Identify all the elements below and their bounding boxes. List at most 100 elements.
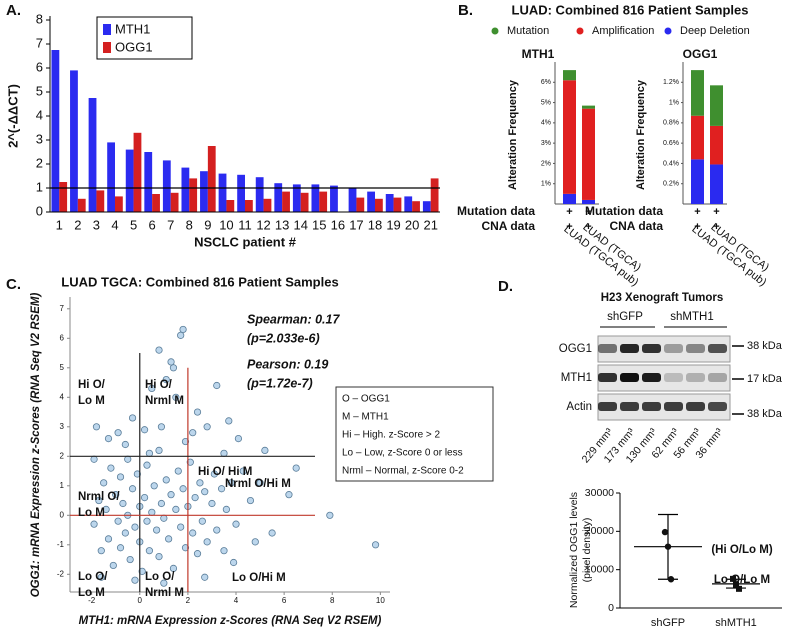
scatter-point [174, 467, 182, 475]
x-tick-label: -2 [88, 596, 96, 605]
blot-band [642, 402, 661, 411]
blot-band [620, 373, 639, 382]
bar [404, 196, 413, 212]
scatter-point [133, 470, 141, 478]
scatter-point [179, 325, 187, 334]
y-tick-label: 3 [60, 422, 65, 431]
bar [170, 192, 179, 212]
blot-band [642, 344, 661, 353]
data-point [667, 576, 675, 583]
scatter-point [107, 464, 115, 472]
row-label: Actin [566, 401, 592, 413]
scatter-point [230, 558, 238, 567]
y-tick-label: 10000 [585, 563, 614, 575]
x-tick-label: 13 [275, 217, 289, 232]
y-tick-label: 1 [60, 481, 65, 490]
y-tick-label: 0 [608, 602, 614, 614]
bar [207, 146, 216, 212]
y-tick-label: 2 [36, 155, 43, 170]
scatter-point [196, 479, 204, 487]
data-point [664, 543, 672, 550]
y-tick-label: 0.8% [663, 120, 679, 127]
scatter-point [92, 423, 101, 431]
blot-band [664, 373, 683, 382]
y-tick-label: 1% [541, 181, 551, 188]
scatter-point [167, 491, 175, 499]
scatter-point [225, 417, 233, 425]
x-tick-label: 9 [204, 217, 211, 232]
region-label: Lo M [78, 507, 105, 519]
scatter-point [193, 408, 202, 416]
y-axis-label: OGG1: mRNA Expression z-Scores (RNA Seq … [30, 293, 42, 598]
scatter-point [143, 517, 151, 525]
scatter-point [208, 499, 216, 508]
panel-label: D. [498, 278, 513, 295]
x-tick-label: 0 [138, 596, 143, 605]
y-tick-label: 5% [541, 99, 551, 106]
scatter-point [95, 496, 103, 505]
stat-label: (p=1.72e-7) [247, 376, 313, 390]
y-tick-label: 6 [60, 333, 65, 342]
region-label: Lo O/ [78, 571, 108, 583]
bar [245, 200, 253, 212]
y-tick-label: 0.2% [663, 181, 679, 188]
x-tick-label: 8 [186, 217, 193, 232]
scatter-point [198, 517, 206, 525]
legend-label: Deep Deletion [680, 25, 750, 37]
bar-segment [582, 108, 595, 200]
row-label: CNA data [609, 219, 663, 233]
x-tick-label: 6 [149, 217, 156, 232]
scatter-point [203, 423, 211, 431]
row-mark: + [566, 221, 572, 233]
x-axis-label: MTH1: mRNA Expression z-Scores (RNA Seq … [79, 615, 382, 627]
scatter-point [104, 434, 113, 443]
y-axis-label: Normalized OGG1 levels [568, 492, 580, 608]
bar-segment [710, 125, 723, 165]
scatter-point [114, 429, 122, 437]
scatter-point [169, 364, 178, 372]
bar [144, 152, 153, 212]
y-tick-label: 1% [669, 99, 679, 106]
scatter-point [160, 579, 168, 587]
scatter-point [201, 488, 209, 496]
scatter-point [292, 464, 300, 472]
scatter-point [160, 514, 168, 522]
scatter-point [124, 455, 132, 463]
scatter-point [138, 567, 146, 575]
x-tick-label: 5 [130, 217, 137, 232]
x-tick-label: 11 [238, 217, 252, 232]
blot-band [686, 344, 705, 353]
scatter-point [220, 547, 228, 555]
stat-label: (p=2.033e-6) [247, 331, 320, 345]
region-label: Nrml M [145, 395, 184, 407]
bar [319, 191, 328, 212]
key-box [335, 386, 494, 482]
scatter-point [181, 544, 190, 552]
y-tick-label: 6% [541, 79, 551, 86]
blot-band [598, 344, 617, 353]
bar [115, 196, 123, 212]
legend-label: Amplification [592, 25, 654, 37]
scatter-point [90, 455, 98, 463]
scatter-point [155, 552, 163, 561]
bar [274, 183, 283, 212]
scatter-point [131, 576, 139, 584]
bar [356, 197, 365, 212]
y-tick-label: 3 [36, 131, 43, 146]
y-tick-label: 7 [60, 304, 65, 313]
y-axis-label: Alteration Frequency [635, 79, 647, 190]
y-tick-label: -2 [57, 569, 65, 578]
scatter-point [191, 493, 199, 502]
bar [107, 142, 115, 212]
scatter-point [227, 479, 235, 487]
scatter-point [162, 476, 170, 484]
x-tick-label: 2 [74, 217, 81, 232]
chart-title: LUAD TGCA: Combined 816 Patient Samples [61, 274, 338, 289]
x-tick-label: 7 [167, 217, 174, 232]
scatter-point [179, 485, 187, 493]
stat-label: Spearman: 0.17 [247, 312, 340, 326]
key-label: Hi – High. z-Score > 2 [342, 430, 441, 441]
scatter-point [268, 529, 276, 537]
bar [162, 160, 171, 212]
bar [59, 182, 68, 212]
